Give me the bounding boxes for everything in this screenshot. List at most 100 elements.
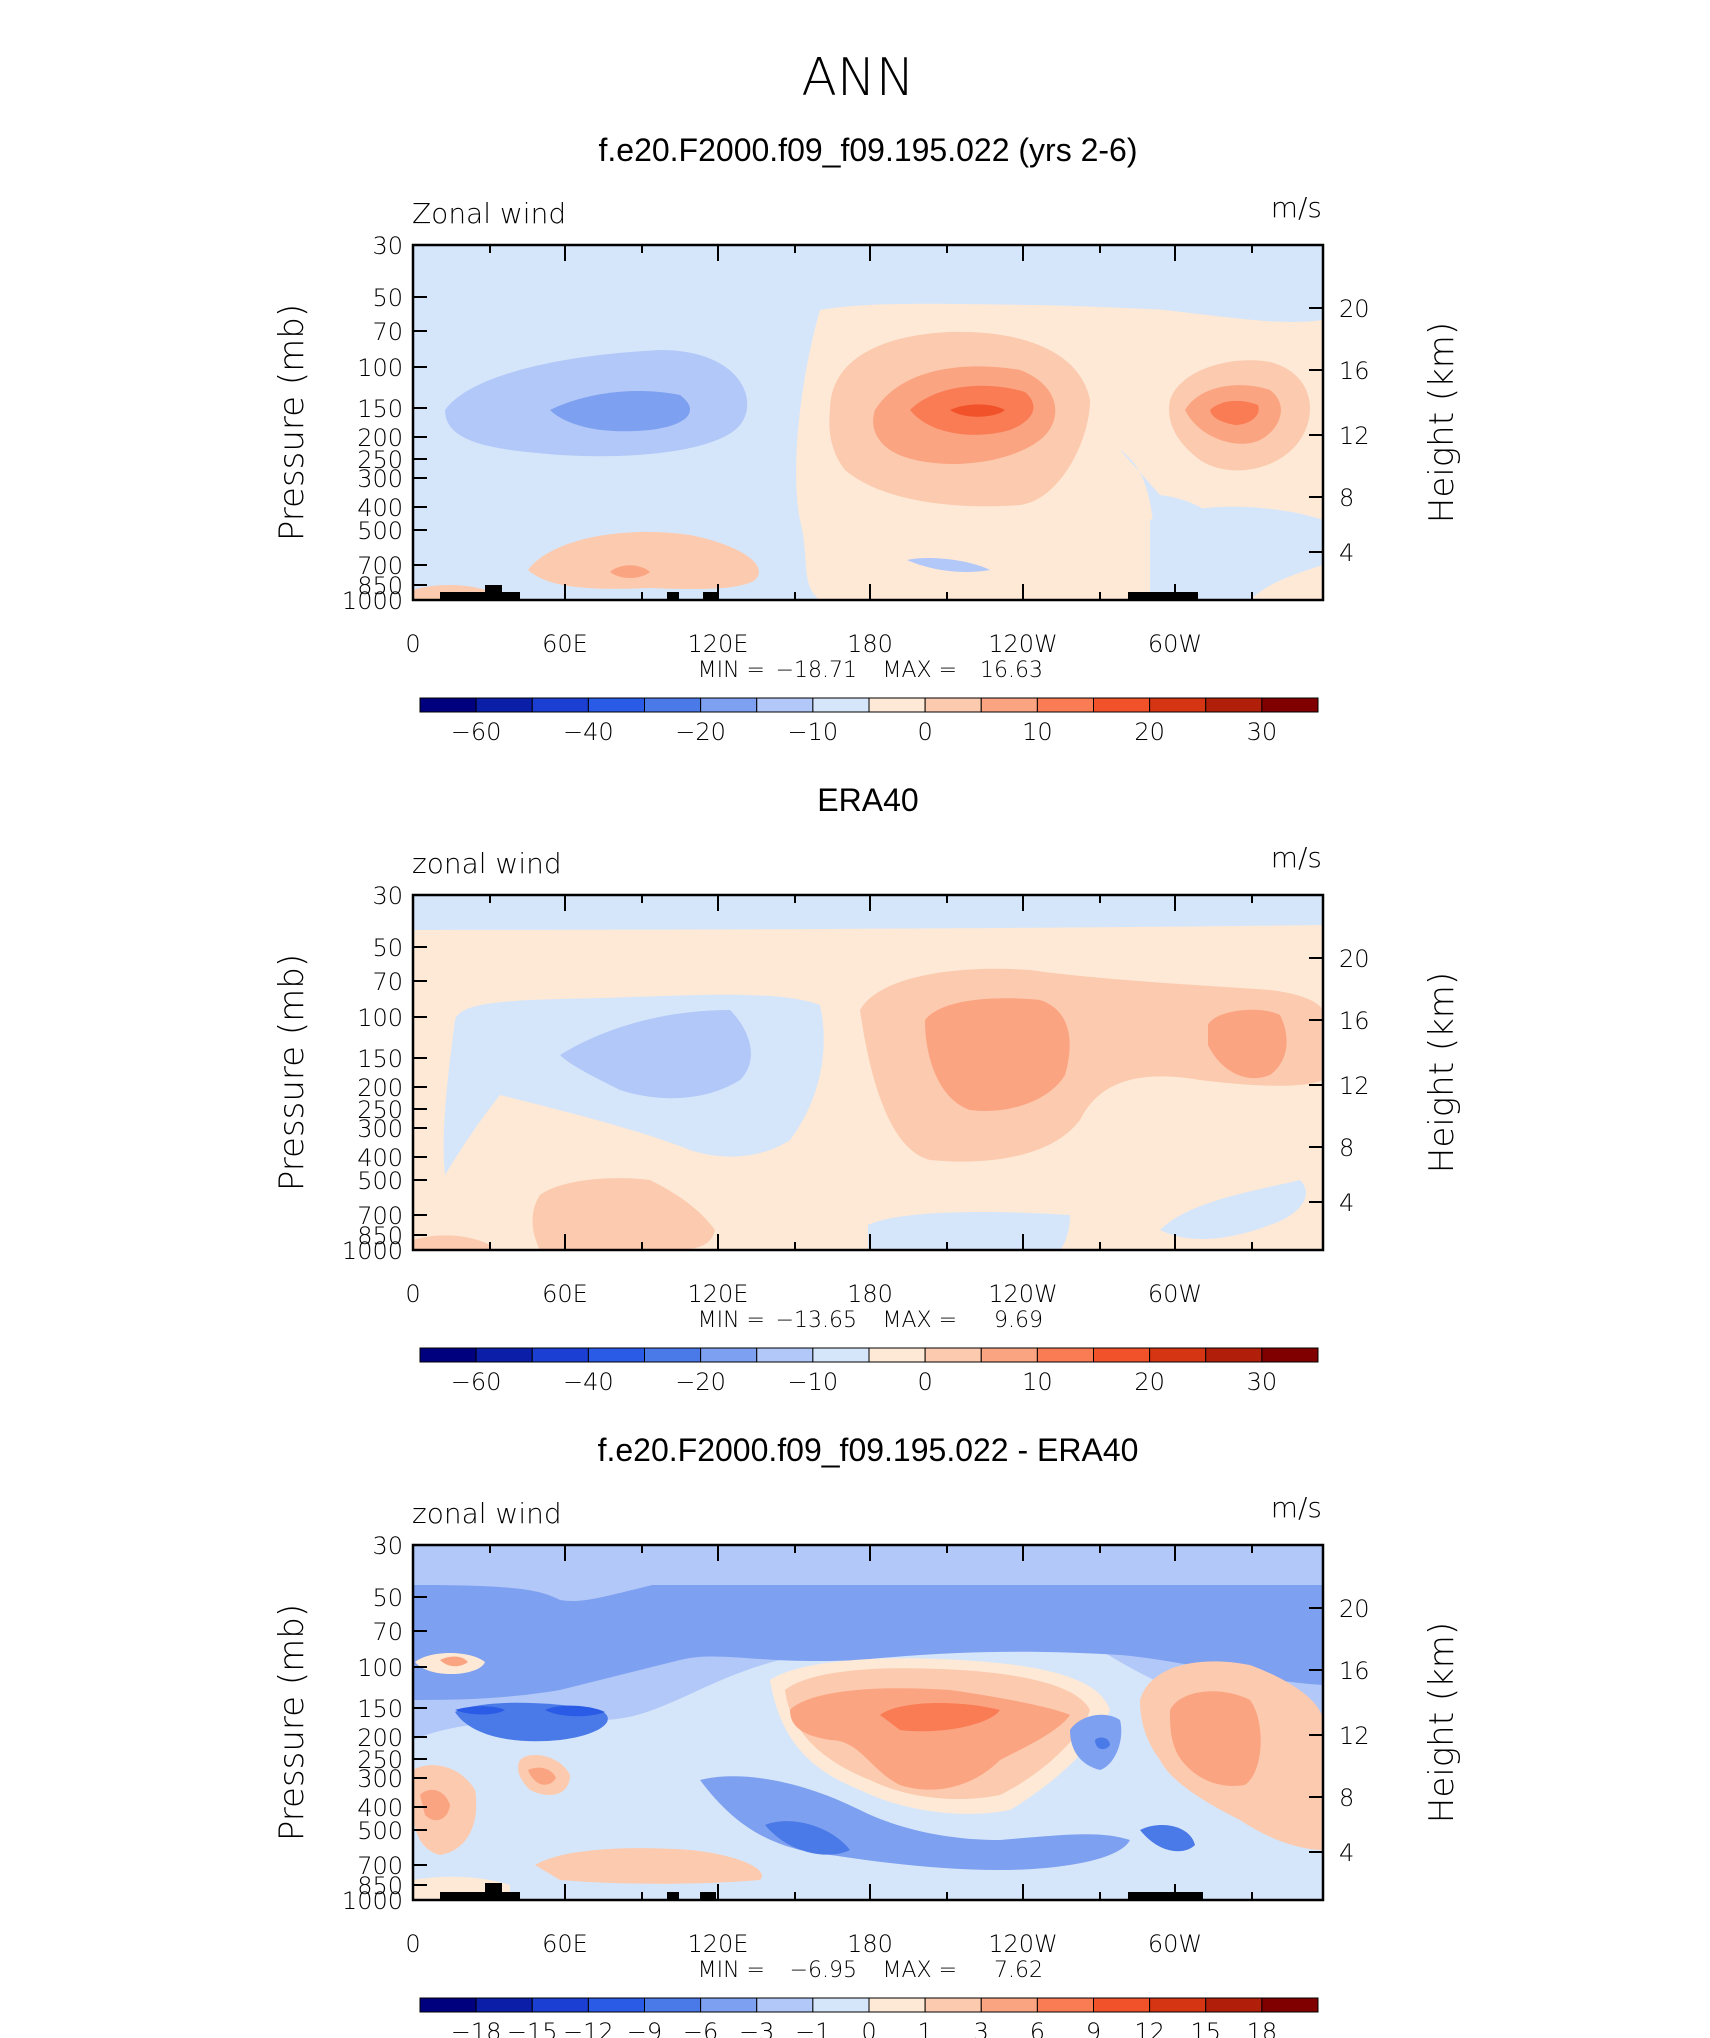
colorbar-swatch — [1036, 697, 1094, 713]
contour-easterly-10 — [560, 1010, 751, 1099]
colorbar-swatch — [812, 1997, 870, 2013]
colorbar-label: 0 — [917, 1368, 932, 1396]
colorbar-label: −1 — [795, 2018, 830, 2038]
topography-island2 — [700, 1892, 716, 1900]
x-tick-label: 120E — [688, 1280, 749, 1308]
y-tick-label: 250 — [357, 446, 403, 474]
y-tick-label: 50 — [372, 284, 403, 312]
y-tick-label: 300 — [357, 465, 403, 493]
y-tick-label: 50 — [372, 1584, 403, 1612]
x-tick-label: 0 — [405, 1930, 420, 1958]
y-tick-label: 1000 — [342, 587, 403, 615]
colorbar-label: 15 — [1190, 2018, 1221, 2038]
x-tick-label: 60W — [1148, 1930, 1202, 1958]
colorbar-label: −10 — [788, 1368, 839, 1396]
colorbar-swatch — [868, 1997, 926, 2013]
colorbar-swatch — [587, 697, 645, 713]
x-tick-label: 120E — [688, 1930, 749, 1958]
colorbar-swatch — [868, 697, 926, 713]
y-tick-label: 30 — [372, 882, 403, 910]
colorbar-swatch — [756, 697, 814, 713]
x-tick-label: 60W — [1148, 1280, 1202, 1308]
colorbar-swatch — [868, 1347, 926, 1363]
contour-neg-9-b — [545, 1705, 605, 1717]
panel-difference-title: f.e20.F2000.f09_f09.195.022 - ERA40 — [598, 1432, 1139, 1468]
min-value: −18.71 — [776, 658, 857, 683]
panel-difference-units: m/s — [1271, 1491, 1322, 1524]
panel-era40-units: m/s — [1271, 841, 1322, 874]
x-tick-label: 120W — [988, 1930, 1058, 1958]
colorbar-swatch — [756, 1997, 814, 2013]
contour-neg-local-6 — [1095, 1737, 1110, 1750]
contour-atl-westerly — [1250, 565, 1323, 600]
y-tick-label: 70 — [372, 1618, 403, 1646]
x-tick-label: 60E — [542, 1930, 588, 1958]
colorbar-label: 9 — [1086, 2018, 1101, 2038]
y-tick-label: 1000 — [342, 1887, 403, 1915]
y2-tick-label: 20 — [1339, 295, 1370, 323]
colorbar-label: 18 — [1247, 2018, 1278, 2038]
contour-pos-spot-3 — [440, 1656, 468, 1667]
colorbar-swatch — [1261, 697, 1319, 713]
x-tick-label: 180 — [847, 1280, 893, 1308]
contour-upper-easterly — [413, 895, 1323, 930]
y-tick-label: 700 — [357, 1852, 403, 1880]
colorbar-swatch — [644, 697, 702, 713]
colorbar-swatch — [531, 697, 589, 713]
contour-atl-low-neg-6 — [1140, 1825, 1195, 1852]
min-label: MIN = — [698, 658, 765, 683]
panel-era40-title: ERA40 — [817, 782, 918, 818]
y2-tick-label: 20 — [1339, 1595, 1370, 1623]
colorbar-label: 1 — [917, 2018, 932, 2038]
max-label: MAX = — [882, 658, 957, 683]
contour-low-westerly-10 — [610, 565, 650, 578]
contour-pos-6 — [790, 1688, 1070, 1790]
colorbar-swatch — [475, 697, 533, 713]
panel-difference-variable: zonal wind — [412, 1497, 562, 1530]
min-value: −6.95 — [790, 1958, 857, 1983]
colorbar-swatch — [1093, 1997, 1151, 2013]
contour-lower-neg-6 — [765, 1821, 850, 1855]
max-value: 7.62 — [994, 1958, 1043, 1983]
max-value: 9.69 — [994, 1308, 1043, 1333]
x-tick-label: 180 — [847, 1930, 893, 1958]
colorbar-label: 20 — [1134, 718, 1165, 746]
colorbar-swatch — [1149, 1347, 1207, 1363]
colorbar-swatch — [475, 1997, 533, 2013]
contour-atl-pos-6 — [1170, 1691, 1261, 1786]
colorbar-swatch — [980, 697, 1038, 713]
y-tick-label: 500 — [357, 517, 403, 545]
colorbar-swatch — [587, 1997, 645, 2013]
panel-model-variable: Zonal wind — [412, 197, 566, 230]
colorbar-swatch — [475, 1347, 533, 1363]
min-value: −13.65 — [776, 1308, 857, 1333]
colorbar-swatch — [1036, 1347, 1094, 1363]
x-tick-label: 120E — [688, 630, 749, 658]
colorbar-label: 10 — [1022, 1368, 1053, 1396]
y-tick-label: 100 — [357, 354, 403, 382]
colorbar-label: −15 — [507, 2018, 558, 2038]
panel-difference-axes: 3050701001502002503004005007008501000201… — [272, 1532, 1462, 2038]
colorbar-label: −20 — [675, 1368, 726, 1396]
y-tick-label: 70 — [372, 318, 403, 346]
topography-indo — [440, 585, 520, 600]
colorbar-label: 10 — [1022, 718, 1053, 746]
y-tick-label: 200 — [357, 424, 403, 452]
y2-tick-label: 12 — [1339, 1722, 1370, 1750]
x-tick-label: 0 — [405, 1280, 420, 1308]
colorbar-label: −10 — [788, 718, 839, 746]
contour-easterly-low — [907, 558, 990, 572]
panel-difference: f.e20.F2000.f09_f09.195.022 - ERA40 zona… — [272, 1432, 1462, 2038]
colorbar-swatch — [1261, 1997, 1319, 2013]
min-label: MIN = — [698, 1958, 765, 1983]
colorbar-swatch — [1205, 697, 1263, 713]
colorbar-swatch — [644, 1347, 702, 1363]
contour-surface-westerly — [413, 1235, 490, 1250]
contour-pos-9 — [880, 1703, 1000, 1732]
contour-neg-9-a — [455, 1706, 505, 1715]
contour-upper-neg-1 — [413, 1545, 1323, 1601]
panel-model-title: f.e20.F2000.f09_f09.195.022 (yrs 2-6) — [598, 132, 1137, 168]
contour-mid-pos-6 — [528, 1767, 556, 1785]
x-tick-label: 120W — [988, 1280, 1058, 1308]
